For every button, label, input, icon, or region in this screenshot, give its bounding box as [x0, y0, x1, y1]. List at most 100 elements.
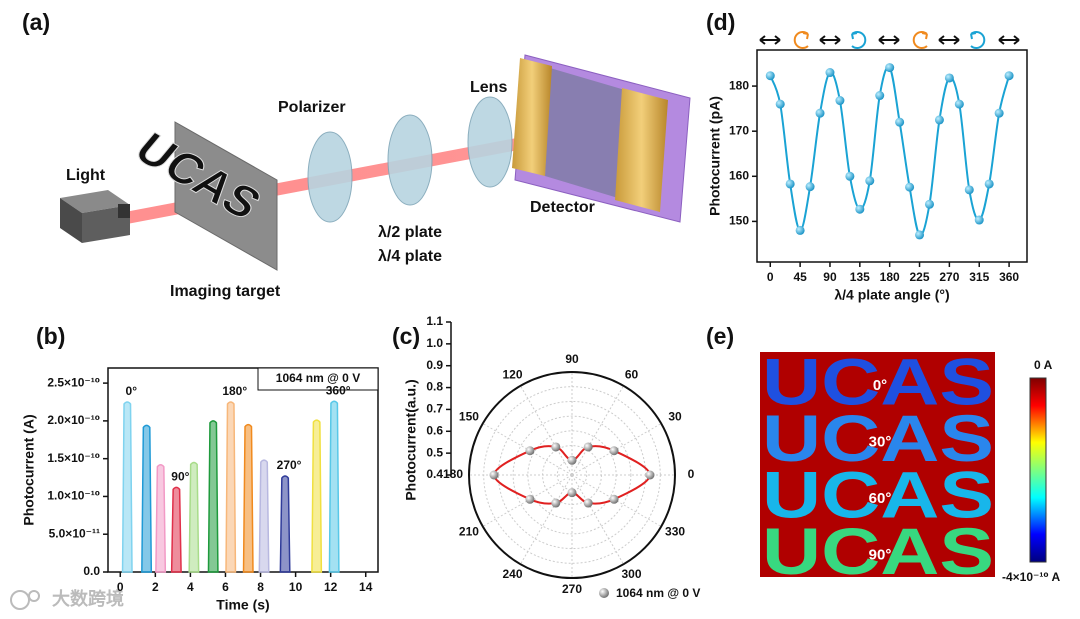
grid-spoke [571, 474, 624, 565]
circular-arrow [793, 31, 809, 49]
light-source-top [60, 190, 130, 213]
panel-label: (c) [392, 323, 420, 349]
pulse [258, 459, 270, 573]
legend-label: 1064 nm @ 0 V [616, 586, 700, 600]
y-tick-label: 2.5×10⁻¹⁰ [47, 375, 100, 389]
polarizer [307, 131, 353, 223]
legend-marker [599, 588, 609, 598]
theta-tick-label: 300 [621, 567, 641, 581]
data-point [785, 179, 795, 189]
label: λ/2 plate [378, 224, 442, 241]
heatmap-letters: UCAS [762, 344, 994, 418]
theta-tick-label: 270 [562, 582, 582, 596]
x-tick-label: 315 [969, 270, 989, 284]
electrode [615, 88, 668, 212]
data-point [1004, 71, 1014, 81]
y-tick-label: 1.5×10⁻¹⁰ [47, 451, 100, 465]
x-tick-label: 90 [823, 270, 837, 284]
x-tick-label: 4 [187, 580, 194, 594]
label: Lens [470, 79, 507, 96]
x-axis-label: Time (s) [216, 597, 269, 613]
pulse [155, 463, 167, 573]
heatmap-angle: 0° [873, 377, 887, 394]
heatmap-angle: 90° [869, 546, 892, 563]
grid-spoke [520, 385, 573, 476]
data-point [583, 498, 593, 508]
colorbar [1029, 377, 1047, 563]
pulse [225, 401, 237, 573]
data-point [489, 470, 499, 480]
y-axis-label: Photocurrent (pA) [707, 96, 723, 216]
theta-tick-label: 330 [665, 525, 685, 539]
watermark: 大数跨境 [52, 588, 124, 609]
x-tick-label: 2 [152, 580, 159, 594]
data-point [645, 470, 655, 480]
pulse [328, 400, 340, 573]
heatmap-letters: UCAS [762, 401, 994, 475]
r-tick-label: 1.0 [426, 336, 443, 350]
data-point [583, 442, 593, 452]
angle-label: 90° [171, 470, 189, 484]
x-axis-label: λ/4 plate angle (°) [834, 287, 949, 303]
pulse [121, 401, 133, 573]
angle-label: 180° [222, 384, 247, 398]
theta-tick-label: 30 [668, 410, 682, 424]
data-point [885, 63, 895, 73]
theta-tick-label: 240 [502, 567, 522, 581]
grid-circle [512, 415, 632, 535]
annotation: 1064 nm @ 0 V [276, 371, 360, 385]
x-tick-label: 225 [910, 270, 930, 284]
imaging-target [174, 121, 278, 271]
r-tick-label: 0.7 [426, 402, 443, 416]
theta-tick-label: 90 [565, 352, 579, 366]
y-tick-label: 1.0×10⁻¹⁰ [47, 489, 100, 503]
data-point [775, 99, 785, 109]
grid-spoke [571, 423, 662, 476]
y-tick-label: 2.0×10⁻¹⁰ [47, 413, 100, 427]
angle-label: 360° [326, 383, 351, 397]
grid-spoke [571, 385, 624, 476]
y-axis-label: Photocurrent (A) [21, 414, 37, 525]
x-tick-label: 8 [257, 580, 264, 594]
colorbar-max: 0 A [1034, 358, 1053, 372]
data-point [984, 179, 994, 189]
data-point [551, 498, 561, 508]
pulse [170, 486, 182, 573]
detector-channel [545, 68, 625, 198]
data-point [924, 199, 934, 209]
grid-spoke [482, 474, 573, 527]
data-point [915, 230, 925, 240]
data-point [974, 215, 984, 225]
pulse [311, 419, 323, 573]
data-point [964, 185, 974, 195]
r-tick-label: 0.8 [426, 380, 443, 394]
theta-tick-label: 120 [502, 368, 522, 382]
panel-label: (d) [706, 9, 735, 35]
theta-tick-label: 150 [459, 410, 479, 424]
data-point [765, 71, 775, 81]
data-point [795, 225, 805, 235]
lens [467, 96, 513, 188]
plot-frame [756, 49, 1028, 263]
x-tick-label: 270 [939, 270, 959, 284]
theta-tick-label: 180 [443, 467, 463, 481]
r-tick-label: 0.6 [426, 423, 443, 437]
circular-arrow [970, 31, 986, 49]
label: λ/4 plate [378, 248, 442, 265]
theta-tick-label: 210 [459, 525, 479, 539]
data-point [875, 91, 885, 101]
data-line [769, 65, 1011, 237]
r-tick-label: 0.9 [426, 358, 443, 372]
label: Imaging target [170, 283, 281, 300]
polar-frame [468, 371, 676, 579]
data-point [905, 182, 915, 192]
data-point [825, 68, 835, 78]
heatmap-letters: UCAS [762, 514, 994, 588]
grid-spoke [520, 474, 573, 565]
x-tick-label: 0 [767, 270, 774, 284]
heatmap-angle: 60° [869, 490, 892, 507]
angle-label: 0° [126, 384, 138, 398]
circular-arrow [851, 31, 867, 49]
theta-tick-label: 0 [688, 467, 695, 481]
polarization-icons [759, 31, 1020, 49]
